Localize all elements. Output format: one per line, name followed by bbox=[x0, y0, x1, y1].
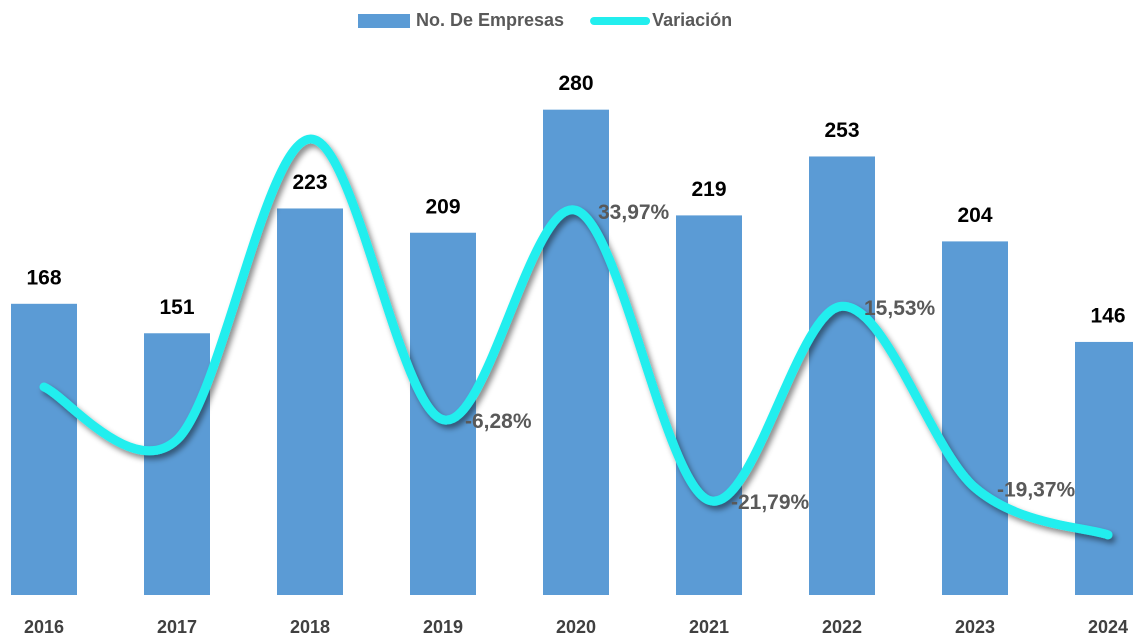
x-tick-label: 2020 bbox=[556, 617, 596, 637]
data-label: 219 bbox=[691, 178, 726, 201]
data-label: 209 bbox=[425, 195, 460, 218]
bar bbox=[144, 333, 210, 595]
bar bbox=[809, 156, 875, 595]
data-label: 151 bbox=[159, 296, 194, 319]
x-tick-label: 2018 bbox=[290, 617, 330, 637]
x-tick-label: 2017 bbox=[157, 617, 197, 637]
data-label: -19,37% bbox=[997, 478, 1076, 501]
data-label: -6,28% bbox=[465, 410, 532, 433]
line bbox=[39, 134, 1113, 540]
x-tick-label: 2022 bbox=[822, 617, 862, 637]
data-label: -21,79% bbox=[731, 491, 810, 514]
data-label: 223 bbox=[292, 171, 327, 194]
x-tick-label: 2024 bbox=[1088, 617, 1128, 637]
x-tick-label: 2021 bbox=[689, 617, 729, 637]
legend-label: Variación bbox=[652, 10, 732, 30]
legend-label: No. De Empresas bbox=[416, 10, 564, 30]
data-label: 33,97% bbox=[598, 201, 670, 224]
data-label: 15,53% bbox=[864, 297, 936, 320]
bar bbox=[277, 208, 343, 595]
data-label: 204 bbox=[957, 204, 992, 227]
data-label: 253 bbox=[824, 119, 859, 142]
x-tick-label: 2023 bbox=[955, 617, 995, 637]
bar bbox=[676, 215, 742, 595]
data-label: 280 bbox=[558, 72, 593, 95]
bar bbox=[942, 241, 1008, 595]
data-label: 168 bbox=[26, 266, 61, 289]
legend-swatch bbox=[358, 14, 410, 28]
x-tick-label: 2019 bbox=[423, 617, 463, 637]
bar bbox=[11, 303, 77, 595]
data-label: 146 bbox=[1090, 304, 1125, 327]
bar bbox=[1075, 341, 1133, 595]
x-tick-label: 2016 bbox=[24, 617, 64, 637]
bar bbox=[543, 109, 609, 596]
